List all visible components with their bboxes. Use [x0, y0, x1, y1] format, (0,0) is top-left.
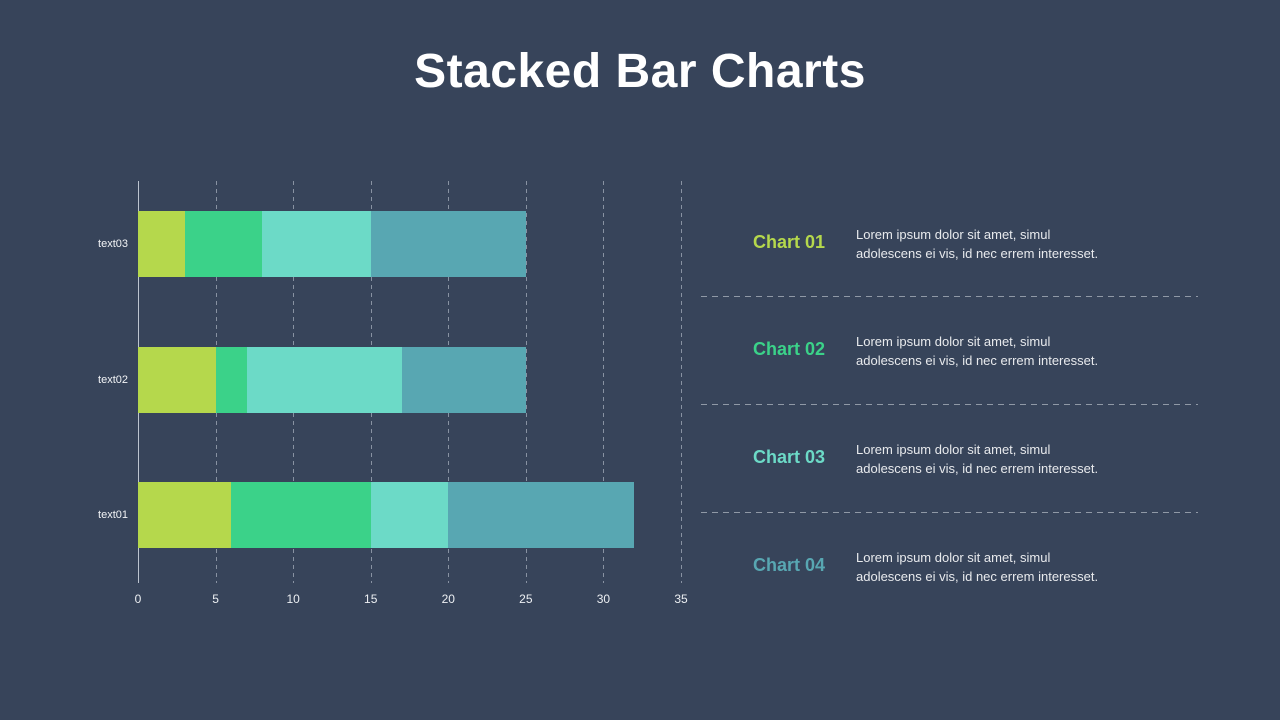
x-tick-label: 30 [596, 592, 611, 606]
legend-description: Lorem ipsum dolor sit amet, simul adoles… [856, 334, 1099, 368]
x-tick-label: 5 [212, 592, 219, 606]
bar-segment-chart-03 [246, 347, 402, 413]
x-tick-label: 35 [674, 592, 688, 606]
bar-segment-chart-03 [370, 482, 449, 548]
bar-segment-chart-04 [448, 482, 635, 548]
stacked-bar-chart: text03 text02 text01 [98, 181, 682, 583]
legend-panel: Chart 01 Lorem ipsum dolor sit amet, simu… [700, 180, 1210, 620]
bar-segment-chart-02 [184, 211, 263, 277]
x-tick-label: 10 [286, 592, 300, 606]
gridline [681, 181, 682, 583]
category-label: text01 [98, 509, 128, 521]
category-label: text02 [98, 374, 128, 386]
x-tick-label: 20 [441, 592, 455, 606]
bar-segment-chart-02 [231, 482, 371, 548]
x-tick-label: 25 [519, 592, 533, 606]
bar-segment-chart-01 [138, 211, 185, 277]
dashed-separator [701, 296, 1198, 297]
bar-segment-chart-04 [370, 211, 526, 277]
dashed-separator [701, 512, 1198, 513]
legend-description: Lorem ipsum dolor sit amet, simul adoles… [856, 550, 1099, 584]
dashed-separator [701, 404, 1198, 405]
legend-description: Lorem ipsum dolor sit amet, simul adoles… [856, 227, 1099, 261]
legend-label: Chart 02 [753, 339, 826, 359]
bar-segment-chart-04 [401, 347, 526, 413]
bar-segment-chart-01 [138, 482, 232, 548]
legend-label: Chart 01 [753, 232, 826, 252]
x-tick-label: 15 [364, 592, 378, 606]
page-title: Stacked Bar Charts [414, 45, 866, 98]
bar-segment-chart-03 [262, 211, 371, 277]
x-axis: 0 5 10 15 20 25 30 35 [134, 592, 688, 608]
category-label: text03 [98, 238, 128, 250]
gridline [525, 181, 527, 583]
x-tick-label: 0 [134, 592, 142, 606]
bar-segment-chart-02 [215, 347, 247, 413]
bar-row-text02: text02 [98, 347, 681, 413]
legend-label: Chart 03 [753, 447, 826, 467]
bar-row-text03: text03 [98, 211, 681, 277]
bar-segment-chart-01 [138, 347, 216, 413]
legend-label: Chart 04 [753, 555, 826, 575]
bar-row-text01: text01 [98, 482, 681, 548]
gridline [603, 181, 605, 583]
legend-description: Lorem ipsum dolor sit amet, simul adoles… [856, 442, 1099, 476]
